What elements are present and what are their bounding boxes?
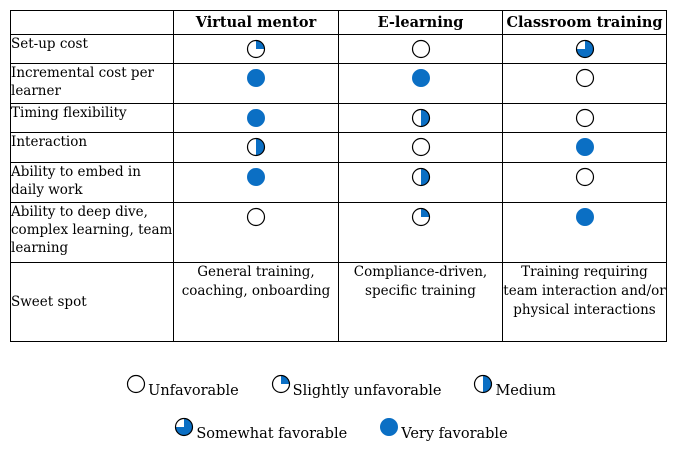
row-label-embed-daily-work: Ability to embed in daily work (10, 162, 174, 203)
legend-item-medium: Medium (473, 374, 556, 399)
legend-row-1: Unfavorable Slightly unfavorable Medium (0, 374, 682, 399)
table-row: Incremental cost per learner (10, 63, 667, 104)
legend-item-somewhat-favorable: Somewhat favorable (174, 417, 347, 442)
rating-icon (575, 208, 595, 231)
table-row: Sweet spot General training, coaching, o… (10, 262, 667, 342)
legend-label: Unfavorable (148, 383, 239, 399)
rating-icon (246, 137, 266, 161)
rating-icon (246, 69, 266, 92)
sweet-spot-e-learning: Compliance-driven, specific training (338, 262, 503, 342)
rating-icon (246, 168, 266, 191)
legend-item-unfavorable: Unfavorable (126, 374, 239, 399)
rating-icon (575, 138, 595, 161)
comparison-table: Virtual mentor E-learning Classroom trai… (10, 10, 667, 342)
table-row: Interaction (10, 132, 667, 163)
header-corner (10, 10, 174, 35)
rating-icon (575, 167, 595, 191)
rating-icon (575, 108, 595, 132)
table-row: Set-up cost (10, 34, 667, 64)
legend-label: Slightly unfavorable (292, 383, 442, 399)
row-label-deep-dive: Ability to deep dive, complex learning, … (10, 202, 174, 263)
row-label-interaction: Interaction (10, 132, 174, 163)
rating-icon (411, 137, 431, 161)
row-label-sweet-spot: Sweet spot (10, 262, 174, 342)
rating-icon (246, 109, 266, 132)
very-favorable-icon (379, 417, 399, 441)
rating-icon (575, 68, 595, 92)
table-row: Timing flexibility (10, 103, 667, 133)
row-label-incremental-cost: Incremental cost per learner (10, 63, 174, 104)
row-label-timing-flexibility: Timing flexibility (10, 103, 174, 133)
legend-row-2: Somewhat favorable Very favorable (0, 417, 682, 442)
rating-icon (411, 39, 431, 63)
legend-label: Medium (495, 383, 556, 399)
legend-label: Very favorable (401, 426, 508, 442)
rating-icon (411, 69, 431, 92)
column-header-virtual-mentor: Virtual mentor (173, 10, 339, 35)
rating-icon (246, 207, 266, 231)
legend-label: Somewhat favorable (196, 426, 348, 442)
sweet-spot-classroom-training: Training requiring team interaction and/… (502, 262, 667, 342)
medium-icon (473, 374, 493, 398)
table-row: Ability to embed in daily work (10, 162, 667, 203)
rating-icon (575, 39, 595, 63)
header-row: Virtual mentor E-learning Classroom trai… (10, 10, 667, 35)
column-header-classroom-training: Classroom training (502, 10, 667, 35)
sweet-spot-virtual-mentor: General training, coaching, onboarding (173, 262, 339, 342)
unfavorable-icon (126, 374, 146, 398)
legend-item-slightly-unfavorable: Slightly unfavorable (271, 374, 442, 399)
table-row: Ability to deep dive, complex learning, … (10, 202, 667, 263)
rating-icon (411, 108, 431, 132)
slightly-unfavorable-icon (271, 374, 291, 398)
somewhat-favorable-icon (174, 417, 194, 441)
rating-icon (411, 167, 431, 191)
column-header-e-learning: E-learning (338, 10, 503, 35)
rating-icon (411, 207, 431, 231)
rating-icon (246, 39, 266, 63)
row-label-set-up-cost: Set-up cost (10, 34, 174, 64)
legend-item-very-favorable: Very favorable (379, 417, 508, 442)
